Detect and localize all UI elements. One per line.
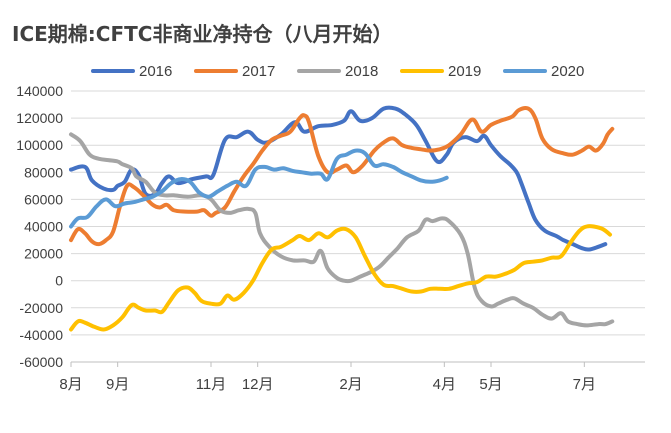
- x-tick-label: 4月: [433, 376, 456, 393]
- x-tick-label: 2月: [339, 376, 362, 393]
- x-tick-label: 7月: [573, 376, 596, 393]
- y-tick-label: 20000: [24, 246, 63, 262]
- legend-label-2020: 2020: [551, 63, 584, 80]
- y-tick-label: 0: [55, 273, 63, 289]
- y-tick-label: 140000: [16, 83, 63, 99]
- y-tick-label: 60000: [24, 191, 63, 207]
- axes: -60000 -40000 -20000 0 20000 40000 60000 80000 1…: [16, 83, 645, 393]
- legend-label-2016: 2016: [139, 63, 172, 80]
- chart-title: ICE期棉:CFTC非商业净持仓（八月开始）: [12, 22, 393, 46]
- series-lines: [69, 105, 615, 332]
- x-tick-label: 12月: [242, 376, 274, 393]
- y-tick-label: -40000: [19, 327, 63, 343]
- legend: 2016 2017 2018 2019 2020: [91, 63, 584, 80]
- x-tick-label: 5月: [479, 376, 502, 393]
- x-tick-label: 11月: [196, 376, 227, 393]
- y-tick-label: 40000: [24, 219, 63, 235]
- legend-label-2017: 2017: [242, 63, 275, 80]
- y-tick-label: 120000: [16, 110, 63, 126]
- series-line-2016: [69, 105, 608, 252]
- legend-label-2018: 2018: [345, 63, 378, 80]
- series-line-2017: [69, 106, 615, 247]
- x-tick-label: 8月: [59, 376, 82, 393]
- y-tick-label: -60000: [19, 354, 63, 370]
- series-line-2019: [69, 224, 612, 332]
- y-tick-label: 100000: [16, 137, 63, 153]
- y-tick-label: 80000: [24, 164, 63, 180]
- x-tick-label: 9月: [106, 376, 129, 393]
- legend-label-2019: 2019: [448, 63, 481, 80]
- grid: [71, 90, 645, 363]
- series-line-2020: [69, 148, 449, 229]
- y-tick-label: -20000: [19, 300, 63, 316]
